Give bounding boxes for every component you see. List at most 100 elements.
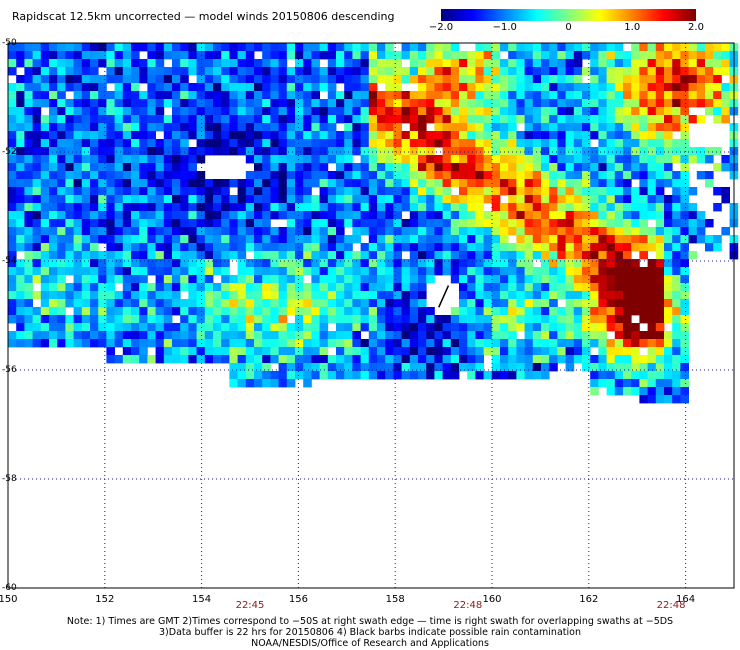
wind-cell (139, 227, 148, 236)
wind-cell (598, 371, 607, 380)
wind-cell (139, 235, 148, 244)
wind-cell (614, 251, 624, 260)
wind-cell (582, 91, 591, 100)
wind-cell (163, 307, 173, 316)
colorbar-tick: 0 (565, 22, 572, 33)
wind-cell (360, 283, 370, 292)
wind-cell (655, 179, 665, 188)
wind-cell (598, 259, 607, 268)
wind-cell (541, 283, 550, 292)
wind-cell (385, 163, 394, 172)
wind-cell (524, 75, 534, 84)
wind-cell (204, 211, 214, 220)
wind-cell (81, 83, 91, 92)
wind-cell (549, 195, 558, 204)
wind-cell (229, 379, 238, 388)
wind-cell (180, 115, 189, 124)
wind-cell (180, 91, 189, 100)
wind-cell (500, 131, 509, 140)
wind-cell (532, 347, 542, 356)
wind-cell (155, 155, 165, 164)
wind-cell (40, 59, 50, 68)
wind-cell (664, 195, 673, 204)
wind-cell (40, 123, 50, 132)
wind-cell (418, 235, 427, 244)
wind-cell (450, 211, 460, 220)
wind-cell (172, 299, 181, 308)
wind-cell (368, 331, 378, 340)
wind-cell (450, 331, 460, 340)
wind-cell (336, 283, 345, 292)
wind-cell (336, 267, 345, 276)
wind-cell (475, 251, 484, 260)
wind-cell (631, 227, 640, 236)
wind-cell (623, 251, 632, 260)
wind-cell (8, 195, 17, 204)
wind-cell (705, 59, 714, 68)
wind-cell (254, 243, 263, 252)
wind-cell (131, 139, 140, 148)
wind-cell (65, 51, 74, 60)
wind-cell (81, 155, 91, 164)
wind-cell (262, 91, 271, 100)
wind-cell (106, 131, 115, 140)
wind-cell (557, 195, 566, 204)
wind-cell (311, 363, 320, 372)
wind-cell (565, 339, 575, 348)
wind-cell (8, 315, 17, 324)
wind-cell (598, 315, 607, 324)
wind-cell (221, 211, 230, 220)
wind-cell (295, 315, 304, 324)
wind-cell (475, 139, 484, 148)
wind-cell (680, 331, 689, 340)
wind-cell (270, 299, 279, 308)
wind-cell (557, 227, 566, 236)
wind-cell (237, 211, 247, 220)
wind-cell (368, 163, 378, 172)
wind-cell (245, 187, 255, 196)
wind-cell (327, 75, 337, 84)
wind-cell (32, 211, 42, 220)
wind-cell (49, 315, 58, 324)
wind-cell (106, 315, 115, 324)
wind-cell (623, 275, 632, 284)
wind-cell (172, 115, 181, 124)
wind-cell (24, 283, 33, 292)
wind-cell (565, 163, 575, 172)
wind-cell (491, 371, 501, 380)
wind-cell (508, 163, 517, 172)
wind-cell (377, 91, 386, 100)
wind-cell (483, 243, 493, 252)
wind-cell (180, 251, 189, 260)
wind-cell (557, 291, 566, 300)
wind-cell (180, 99, 189, 108)
wind-cell (377, 283, 386, 292)
wind-cell (163, 163, 173, 172)
wind-cell (311, 355, 320, 364)
wind-cell (32, 139, 42, 148)
wind-cell (262, 203, 271, 212)
wind-cell (229, 211, 238, 220)
wind-cell (606, 131, 616, 140)
wind-cell (401, 275, 411, 284)
wind-cell (434, 323, 443, 332)
wind-cell (434, 155, 443, 164)
wind-cell (254, 99, 263, 108)
wind-cell (180, 339, 189, 348)
wind-cell (631, 171, 640, 180)
wind-cell (295, 51, 304, 60)
wind-cell (524, 195, 534, 204)
wind-cell (631, 115, 640, 124)
wind-cell (40, 243, 50, 252)
wind-cell (696, 211, 706, 220)
wind-cell (319, 243, 329, 252)
wind-cell (172, 275, 181, 284)
wind-cell (24, 203, 33, 212)
wind-cell (557, 355, 566, 364)
wind-cell (614, 315, 624, 324)
wind-cell (426, 139, 435, 148)
wind-cell (196, 59, 206, 68)
wind-cell (614, 179, 624, 188)
wind-cell (639, 123, 648, 132)
wind-cell (573, 211, 583, 220)
